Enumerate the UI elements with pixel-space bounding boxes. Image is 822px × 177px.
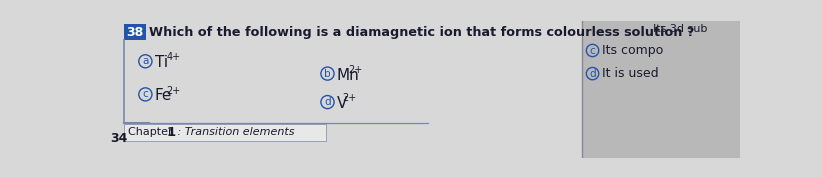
Text: Its compo: Its compo (602, 44, 663, 57)
Text: Which of the following is a diamagnetic ion that forms colourless solution ?: Which of the following is a diamagnetic … (150, 26, 695, 39)
Text: c: c (589, 45, 595, 56)
Text: b: b (324, 69, 330, 79)
FancyBboxPatch shape (124, 124, 326, 141)
Text: d: d (589, 69, 596, 79)
Text: Its 3d sub: Its 3d sub (653, 24, 707, 34)
Text: Fe: Fe (155, 88, 172, 103)
FancyBboxPatch shape (124, 24, 146, 41)
Text: : Transition elements: : Transition elements (174, 127, 294, 137)
Text: 2+: 2+ (349, 65, 363, 75)
Text: It is used: It is used (602, 67, 658, 80)
Text: Mn: Mn (337, 68, 359, 83)
Text: 38: 38 (127, 26, 144, 39)
Text: 2+: 2+ (166, 85, 181, 96)
Text: 34: 34 (110, 132, 128, 145)
Text: Chapter: Chapter (128, 127, 177, 137)
FancyBboxPatch shape (582, 21, 740, 158)
Text: d: d (324, 97, 330, 107)
Text: a: a (142, 56, 149, 66)
Text: Ti: Ti (155, 55, 168, 70)
Text: 4+: 4+ (166, 52, 180, 62)
Text: V: V (337, 96, 347, 111)
Text: 2+: 2+ (343, 93, 357, 103)
Text: 1: 1 (166, 126, 175, 139)
Text: c: c (142, 89, 148, 99)
